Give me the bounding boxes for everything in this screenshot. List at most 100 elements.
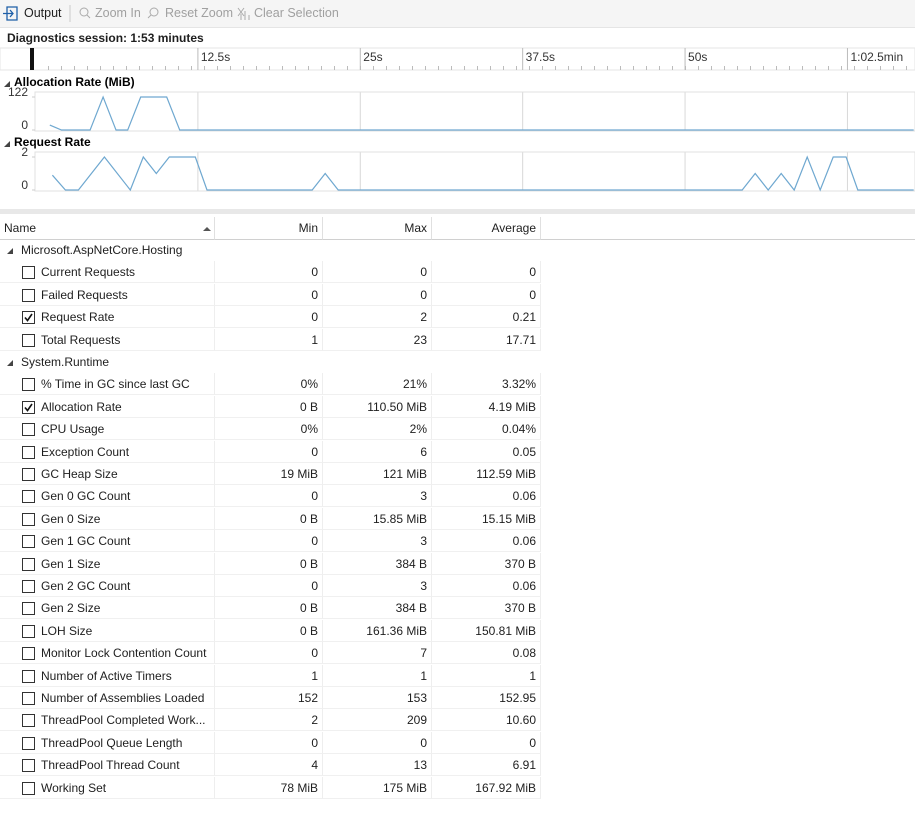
counter-name: Gen 2 GC Count: [0, 575, 215, 597]
counter-name: GC Heap Size: [0, 463, 215, 485]
group-toggle[interactable]: [6, 358, 16, 368]
column-header[interactable]: Name: [0, 217, 215, 240]
checkbox-box: [22, 490, 35, 504]
counter-average: 150.81 MiB: [432, 619, 541, 642]
checkbox[interactable]: [22, 378, 35, 392]
checkbox[interactable]: [22, 535, 35, 549]
y-tick-label: 2: [21, 145, 28, 159]
counter-average: 0: [432, 731, 541, 754]
counter-name: Gen 0 GC Count: [0, 485, 215, 508]
checkbox[interactable]: [22, 624, 35, 638]
checkmark: [24, 313, 33, 323]
checkbox[interactable]: [22, 468, 35, 481]
output-icon: [3, 6, 18, 21]
header-filler: [541, 217, 915, 240]
checkbox-box: [22, 512, 35, 526]
counter-name: ThreadPool Thread Count: [0, 754, 215, 777]
collapse-triangle: [4, 81, 10, 87]
column-header[interactable]: Average: [432, 217, 541, 240]
checkbox[interactable]: [22, 692, 35, 705]
checkbox-box: [22, 781, 35, 795]
checkbox[interactable]: [22, 423, 35, 437]
counter-min: 0: [215, 440, 323, 463]
counter-average: 17.71: [432, 328, 541, 351]
counter-average: 0: [432, 261, 541, 284]
checkbox[interactable]: [22, 580, 35, 593]
counter-min: 2: [215, 709, 323, 732]
counter-name: ThreadPool Queue Length: [0, 731, 215, 754]
column-header[interactable]: Min: [215, 217, 323, 240]
toolbar-icons: [3, 5, 250, 22]
checkbox-box: [22, 714, 35, 728]
ruler-tick-label: 50s: [688, 50, 707, 64]
counter-average: 0.04%: [432, 418, 541, 441]
group-triangle: [7, 248, 13, 254]
counter-name: Working Set: [0, 776, 215, 799]
toolbar-button: Zoom In: [95, 6, 141, 20]
counter-max: 153: [323, 687, 432, 709]
checkbox[interactable]: [22, 266, 35, 280]
splitter: [0, 209, 915, 214]
checkbox-box: [22, 647, 35, 661]
column-header[interactable]: Max: [323, 217, 432, 240]
group-toggle[interactable]: [6, 246, 16, 256]
counter-name: Allocation Rate: [0, 395, 215, 418]
checkbox[interactable]: [22, 445, 35, 459]
checkbox-box: [22, 669, 35, 683]
checkbox-box: [22, 580, 35, 593]
reset-zoom-icon-handle: [147, 14, 152, 19]
checkbox[interactable]: [22, 333, 35, 347]
checkbox[interactable]: [22, 781, 35, 795]
counter-average: 0: [432, 283, 541, 306]
counter-max: 110.50 MiB: [323, 395, 432, 418]
counter-name: Gen 1 Size: [0, 552, 215, 575]
checkbox[interactable]: [22, 669, 35, 683]
counter-max: 1: [323, 664, 432, 687]
counter-max: 21%: [323, 373, 432, 396]
checkbox[interactable]: [22, 736, 35, 750]
counter-max: 384 B: [323, 552, 432, 575]
counter-min: 19 MiB: [215, 463, 323, 485]
checkbox[interactable]: [22, 759, 35, 773]
checkbox[interactable]: [22, 512, 35, 526]
checkbox-box: [22, 266, 35, 280]
y-tick-label: 0: [21, 118, 28, 132]
checkbox[interactable]: [22, 311, 35, 325]
counter-name: Number of Active Timers: [0, 664, 215, 687]
counter-average: 4.19 MiB: [432, 395, 541, 418]
checkbox[interactable]: [22, 714, 35, 728]
group-triangle: [7, 360, 13, 366]
counter-min: 1: [215, 664, 323, 687]
chart-title: Request Rate: [14, 135, 91, 149]
checkbox-box: [22, 288, 35, 302]
checkbox[interactable]: [22, 288, 35, 302]
ruler-tick-label: 37.5s: [526, 50, 555, 64]
counter-max: 6: [323, 440, 432, 463]
counter-average: 1: [432, 664, 541, 687]
counter-min: 0%: [215, 373, 323, 396]
counter-max: 0: [323, 731, 432, 754]
checkbox-box: [22, 557, 35, 571]
counter-name: Gen 2 Size: [0, 597, 215, 620]
counter-min: 0: [215, 731, 323, 754]
counter-name: Failed Requests: [0, 283, 215, 306]
checkbox[interactable]: [22, 602, 35, 616]
checkbox[interactable]: [22, 647, 35, 661]
sort-arrow: [203, 227, 211, 231]
counter-min: 78 MiB: [215, 776, 323, 799]
counters-table: Name Min Max Average Microsoft.AspNetCore.Ho…: [0, 217, 915, 816]
checkbox[interactable]: [22, 400, 35, 414]
counter-min: 0: [215, 642, 323, 665]
checkbox[interactable]: [22, 557, 35, 571]
toolbar-button[interactable]: Output: [24, 6, 62, 20]
counter-average: 0.08: [432, 642, 541, 665]
counter-max: 209: [323, 709, 432, 732]
counter-min: 0: [215, 283, 323, 306]
counter-name: % Time in GC since last GC: [0, 373, 215, 396]
chart-frame: [34, 151, 915, 192]
counter-name: Monitor Lock Contention Count: [0, 642, 215, 665]
counter-min: 0: [215, 575, 323, 597]
clear-selection-icon: [237, 7, 250, 20]
checkbox[interactable]: [22, 490, 35, 504]
counter-max: 0: [323, 283, 432, 306]
